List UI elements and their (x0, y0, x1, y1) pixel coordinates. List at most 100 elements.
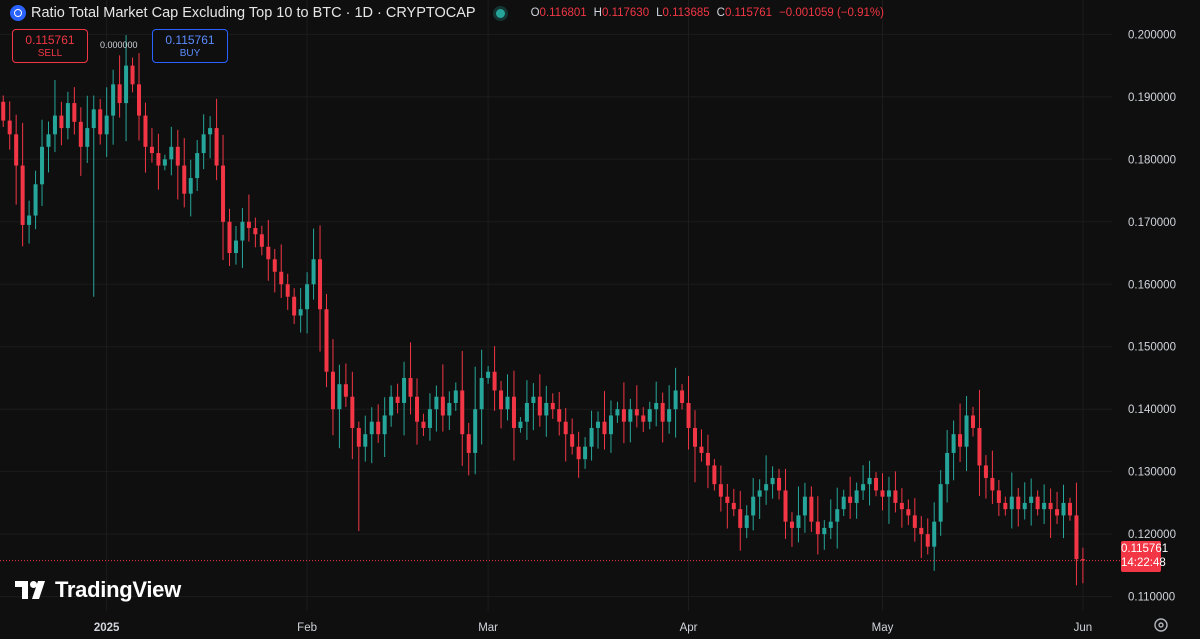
candle-body (621, 409, 626, 422)
candle (1003, 496, 1008, 516)
candle (848, 476, 853, 519)
symbol-title[interactable]: Ratio Total Market Cap Excluding Top 10 … (31, 5, 476, 21)
candle (1061, 484, 1066, 539)
candle-body (634, 409, 639, 416)
candle-body (1035, 496, 1040, 510)
candle (970, 406, 976, 437)
candle (544, 385, 549, 437)
candle-body (744, 515, 749, 528)
candle (149, 127, 154, 163)
candle-body (175, 146, 180, 166)
candle-body (466, 434, 471, 453)
candle-body (970, 415, 976, 428)
buy-button[interactable]: 0.115761 BUY (152, 29, 228, 63)
candle (292, 288, 297, 325)
candle (938, 470, 943, 536)
candle-body (828, 521, 833, 528)
candle (201, 114, 206, 170)
candle-body (195, 153, 200, 179)
candle (576, 431, 581, 478)
sell-button[interactable]: 0.115761 SELL (12, 29, 88, 63)
candle (1016, 487, 1021, 527)
candle (647, 401, 652, 430)
candle-body (596, 421, 601, 428)
candle-body (182, 165, 187, 194)
candle-body (14, 134, 19, 166)
ohlc-legend: O0.116801 H0.117630 L0.113685 C0.115761 … (531, 7, 884, 19)
candle-body (305, 284, 310, 310)
y-tick-label: 0.140000 (1128, 404, 1176, 416)
candle (104, 87, 109, 157)
candle-body (789, 521, 794, 528)
candle (796, 486, 801, 543)
candle (654, 381, 659, 427)
candle-body (408, 377, 413, 397)
candlestick-series[interactable] (1, 35, 1085, 586)
tradingview-logo[interactable]: TradingView (15, 577, 181, 603)
candle-body (505, 396, 510, 410)
candle-body (117, 84, 122, 104)
candle (156, 133, 161, 190)
market-status-icon[interactable] (495, 8, 505, 18)
candle (85, 95, 90, 163)
candle-body (130, 65, 135, 85)
chart-header: Ratio Total Market Cap Excluding Top 10 … (10, 4, 884, 22)
candle-body (692, 427, 698, 447)
candle (440, 364, 445, 432)
candle-body (1042, 502, 1047, 510)
candle-body (867, 477, 872, 485)
candle (557, 391, 562, 436)
candle-body (938, 484, 943, 522)
candle (402, 361, 407, 436)
candle-body (983, 465, 988, 478)
candle (550, 393, 555, 419)
candle-body (402, 377, 407, 403)
candle-body (111, 84, 116, 116)
candle (537, 374, 542, 427)
candle-body (925, 534, 930, 547)
price-axis[interactable]: 0.200000 0.190000 0.180000 0.170000 0.160000… (1128, 29, 1176, 603)
candle-body (880, 490, 885, 497)
candle (783, 468, 788, 539)
candle-body (647, 409, 652, 422)
y-tick-label: 0.150000 (1128, 342, 1176, 354)
candle-body (136, 84, 142, 116)
candle-body (1067, 502, 1072, 516)
candle (408, 342, 413, 415)
candle-body (227, 221, 232, 254)
y-tick-label: 0.200000 (1128, 29, 1176, 41)
candle (608, 400, 613, 453)
candle (731, 488, 736, 517)
settings-icon[interactable] (1153, 617, 1169, 633)
candle (227, 208, 232, 267)
candle (764, 455, 769, 505)
candle (40, 119, 45, 206)
candle (253, 217, 258, 248)
candle-body (783, 490, 788, 522)
candle (945, 430, 950, 503)
x-tick-label: Apr (680, 622, 698, 634)
y-tick-label: 0.160000 (1128, 279, 1176, 291)
spread-value: 0.000000 (100, 40, 138, 50)
candle (815, 496, 820, 555)
candle (899, 488, 904, 528)
candle-body (563, 421, 568, 435)
candle (835, 487, 840, 549)
candle-body (1061, 502, 1066, 516)
candle-body (201, 134, 206, 154)
candle (421, 413, 426, 436)
candle-body (318, 259, 323, 310)
candle-body (246, 221, 251, 229)
candle (414, 378, 420, 445)
candle (531, 383, 536, 431)
candle-body (1048, 502, 1053, 510)
y-tick-label: 0.170000 (1128, 217, 1176, 229)
time-axis[interactable]: 2025 Feb Mar Apr May Jun (94, 622, 1092, 634)
candle-body (822, 527, 827, 535)
candle (98, 99, 103, 145)
last-price-tag: 0.115761 14:22:48 (1121, 541, 1168, 572)
candle-body (104, 115, 109, 135)
candle (874, 472, 879, 497)
candle-body (893, 490, 898, 503)
